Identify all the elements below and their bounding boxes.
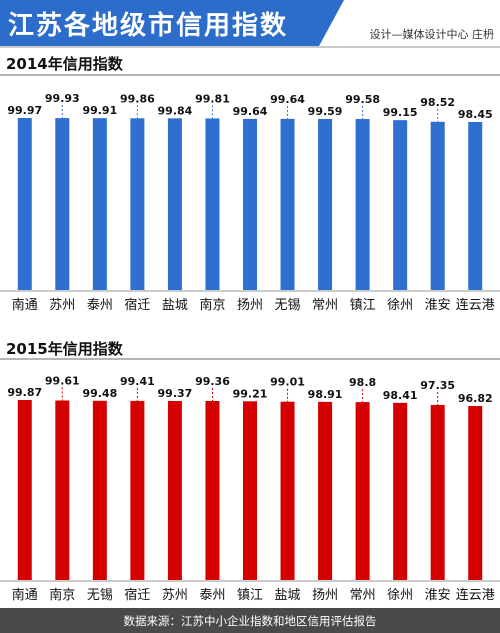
category-label-10: 徐州 [387,298,413,313]
bar-8 [318,119,333,290]
value-label-3: 99.86 [120,92,155,105]
bar-4 [167,118,182,290]
bar-2 [92,118,107,290]
bar-4 [167,400,182,580]
value-label-4: 99.84 [158,104,193,117]
value-label-5: 99.36 [195,375,230,388]
bar-8 [318,401,333,580]
value-label-1: 99.93 [45,92,80,105]
footer: 数据来源：江苏中小企业指数和地区信用评估报告 [0,608,500,633]
category-label-9: 镇江 [350,298,376,313]
value-label-10: 98.41 [383,389,418,402]
category-label-9: 常州 [350,588,376,603]
category-label-6: 扬州 [237,298,263,313]
category-label-7: 无锡 [275,298,301,313]
chart-2014: 99.97 南通 99.93 苏州 99.91 泰州 99.86 宿迁 99.84 盐城 99.81… [0,92,500,313]
category-label-4: 盐城 [162,298,188,313]
category-label-6: 镇江 [237,588,263,603]
value-label-2: 99.48 [82,387,117,400]
bar-10 [393,402,408,580]
category-label-5: 泰州 [199,588,225,603]
value-label-11: 98.52 [420,96,455,109]
bar-7 [280,401,295,580]
category-label-2: 泰州 [87,298,113,313]
value-label-12: 96.82 [458,392,493,405]
value-label-6: 99.21 [233,387,268,400]
category-label-8: 扬州 [312,588,338,603]
value-label-8: 99.59 [308,105,343,118]
value-label-0: 99.87 [7,386,42,399]
page-title: 江苏各地级市信用指数 [8,11,289,41]
value-label-1: 99.61 [45,375,80,388]
value-label-11: 97.35 [420,379,455,392]
category-label-8: 常州 [312,298,338,313]
bar-5 [205,401,220,580]
bar-7 [280,118,295,290]
value-label-12: 98.45 [458,108,493,121]
bar-1 [55,118,70,291]
bar-9 [355,402,370,580]
bar-3 [130,400,145,580]
bar-6 [243,118,257,290]
chart-2014-title: 2014年信用指数 [6,55,123,73]
value-label-0: 99.97 [7,104,42,117]
bar-0 [17,400,32,580]
category-label-5: 南京 [199,297,225,313]
value-label-8: 98.91 [308,388,343,401]
value-label-10: 99.15 [383,106,418,119]
title-banner: 江苏各地级市信用指数 [0,0,344,48]
value-label-6: 99.64 [233,105,268,118]
category-label-4: 苏州 [162,587,188,603]
bar-12 [468,122,483,290]
category-label-12: 连云港 [456,587,495,603]
category-label-10: 徐州 [387,588,413,603]
bar-12 [468,406,483,580]
chart-2015: 99.87 南通 99.61 南京 99.48 无锡 99.41 宿迁 99.37 苏州 99.36… [0,375,500,603]
category-label-0: 南通 [12,587,38,603]
category-label-11: 淮安 [425,588,451,603]
value-label-5: 99.81 [195,92,230,105]
value-label-2: 99.91 [82,104,117,117]
category-label-11: 淮安 [425,298,451,313]
category-label-12: 连云港 [456,297,495,313]
bar-2 [92,400,107,580]
bar-5 [205,118,220,290]
chart-2014-divider [0,74,500,76]
category-label-0: 南通 [12,297,38,313]
bar-3 [130,118,145,290]
bar-1 [55,400,70,580]
value-label-3: 99.41 [120,375,155,388]
category-label-7: 盐城 [275,588,301,603]
category-label-3: 宿迁 [124,587,150,603]
source-note: 数据来源：江苏中小企业指数和地区信用评估报告 [123,614,377,628]
category-label-1: 南京 [49,587,75,603]
chart-2015-title: 2015年信用指数 [6,340,123,358]
header: 江苏各地级市信用指数 设计—媒体设计中心 庄枬 [0,0,500,48]
bar-11 [430,121,445,290]
bar-11 [430,404,445,580]
value-label-9: 99.58 [345,93,380,106]
bar-0 [17,118,32,290]
category-label-2: 无锡 [87,588,113,603]
value-label-9: 98.8 [349,376,376,389]
category-label-3: 宿迁 [124,297,150,313]
value-label-7: 99.64 [270,93,305,106]
bar-10 [393,120,408,290]
value-label-4: 99.37 [158,387,193,400]
bar-6 [243,401,257,580]
header-divider [0,46,500,48]
design-credit: 设计—媒体设计中心 庄枬 [369,28,495,41]
value-label-7: 99.01 [270,376,305,389]
bar-9 [355,119,370,290]
category-label-1: 苏州 [49,297,75,313]
chart-2015-divider [0,358,500,360]
